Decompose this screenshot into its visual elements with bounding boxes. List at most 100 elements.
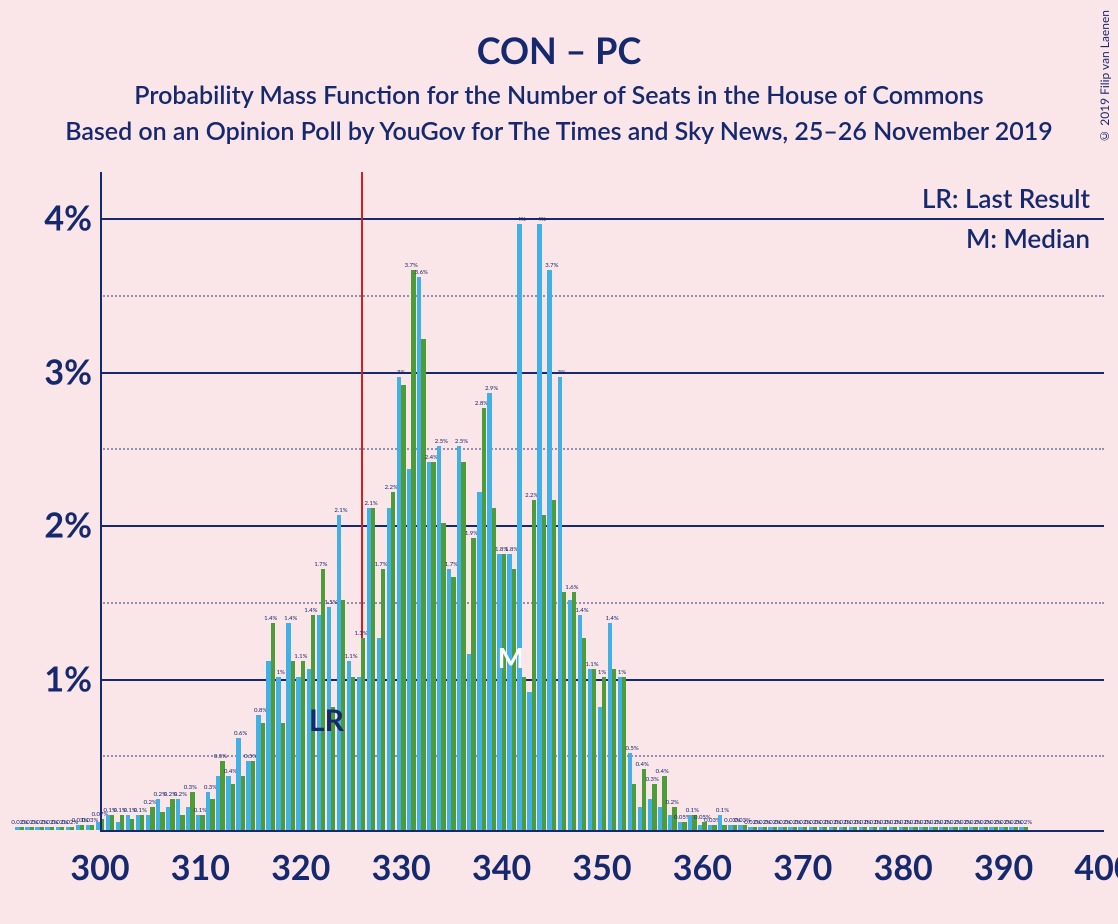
bar-value-label: 0.2% [144, 799, 157, 806]
copyright-text: © 2019 Filip van Laenen [1097, 10, 1112, 144]
bar-value-label: 0.4% [636, 761, 649, 768]
bar-value-label: 1.7% [375, 561, 388, 568]
bar-value-label: 1% [618, 669, 626, 676]
bar-value-label: 0.4% [224, 768, 237, 775]
y-tick-label: 4% [44, 198, 92, 239]
bar-value-label: 1.9% [465, 530, 478, 537]
bar-green [160, 812, 164, 830]
bar-green [361, 638, 365, 830]
bar-value-label: 1.1% [585, 661, 598, 668]
bar-value-label: 2.1% [364, 500, 377, 507]
bar-value-label: 1.7% [445, 561, 458, 568]
bar-green [90, 825, 94, 830]
chart-subtitle-1: Probability Mass Function for the Number… [0, 72, 1118, 110]
bar-value-label: 0.3% [646, 776, 659, 783]
bar-green [170, 799, 174, 830]
bar-value-label: 1.6% [565, 584, 578, 591]
bar-green [60, 827, 64, 830]
bar-green [682, 822, 686, 830]
bar-green [301, 661, 305, 830]
x-tick-label: 400 [1074, 847, 1118, 888]
bar-green [20, 827, 24, 830]
bar-value-label: 2.4% [425, 454, 438, 461]
bar-green [542, 515, 546, 830]
bar-green [612, 669, 616, 830]
bar-green [130, 819, 134, 830]
legend-lr: LR: Last Result [922, 178, 1090, 218]
bar-green [371, 508, 375, 830]
lr-annotation: LR [309, 702, 344, 738]
bar-green [552, 500, 556, 830]
bar-green [110, 815, 114, 830]
bar-value-label: 2.9% [485, 385, 498, 392]
x-tick-label: 310 [171, 847, 230, 888]
bar-value-label: 3.7% [545, 262, 558, 269]
grid-major [100, 218, 1104, 220]
bar-value-label: 1% [277, 669, 285, 676]
bar-green [281, 723, 285, 830]
x-tick-label: 360 [673, 847, 732, 888]
bar-value-label: 1.4% [575, 607, 588, 614]
bar-value-label: 0.1% [134, 807, 147, 814]
bar-green [602, 677, 606, 830]
bar-green [120, 815, 124, 830]
bar-green [261, 723, 265, 830]
grid-minor [100, 602, 1104, 604]
bar-value-label: 0.5% [244, 753, 257, 760]
bar-green [592, 669, 596, 830]
bar-green [622, 677, 626, 830]
x-axis [100, 830, 1104, 832]
bar-green [632, 784, 636, 830]
bar-value-label: 2.5% [455, 438, 468, 445]
bar-value-label: 1.7% [314, 561, 327, 568]
bar-value-label: 1.4% [264, 615, 277, 622]
bar-value-label: 1.4% [605, 615, 618, 622]
bar-value-label: 2.1% [334, 507, 347, 514]
bar-value-label: 1.1% [294, 653, 307, 660]
bar-green [421, 339, 425, 830]
x-tick-label: 300 [70, 847, 129, 888]
plot-area: LR: Last Result M: Median 1%2%3%4%0.02%0… [100, 172, 1104, 832]
bar-value-label: 1.4% [304, 607, 317, 614]
bar-green [351, 677, 355, 830]
bar-value-label: 3% [397, 369, 405, 376]
bar-green [502, 554, 506, 830]
bar-green [652, 784, 656, 830]
bar-green [562, 592, 566, 830]
x-tick-label: 370 [773, 847, 832, 888]
bar-value-label: 0.2% [666, 799, 679, 806]
bar-value-label: 0.3% [184, 784, 197, 791]
bar-green [231, 784, 235, 830]
bar-value-label: 0.4% [656, 768, 669, 775]
bar-value-label: 0.1% [194, 807, 207, 814]
bar-value-label: 1.5% [324, 599, 337, 606]
bar-green [492, 508, 496, 830]
bar-green [522, 677, 526, 830]
bar-green [411, 270, 415, 830]
bar-value-label: 2.2% [525, 492, 538, 499]
bar-value-label: 0.6% [234, 730, 247, 737]
legend-m: M: Median [922, 218, 1090, 258]
bar-green [451, 577, 455, 830]
y-axis [100, 172, 102, 832]
x-tick-label: 320 [271, 847, 330, 888]
bar-green [50, 827, 54, 830]
bar-green [401, 385, 405, 830]
bar-green [471, 538, 475, 830]
bar-value-label: 4% [518, 216, 526, 223]
x-tick-label: 340 [472, 847, 531, 888]
bar-value-label: 1.8% [505, 546, 518, 553]
bar-green [532, 500, 536, 830]
bar-green [572, 592, 576, 830]
bar-green [210, 799, 214, 830]
bar-value-label: 3.6% [415, 269, 428, 276]
x-tick-label: 350 [572, 847, 631, 888]
bar-green [271, 623, 275, 830]
chart-area: LR: Last Result M: Median 1%2%3%4%0.02%0… [18, 172, 1104, 910]
bar-green [291, 661, 295, 830]
bar-green [180, 815, 184, 830]
bar-green [200, 815, 204, 830]
bar-value-label: 1.1% [344, 653, 357, 660]
grid-major [100, 525, 1104, 527]
bar-value-label: 0.5% [214, 753, 227, 760]
